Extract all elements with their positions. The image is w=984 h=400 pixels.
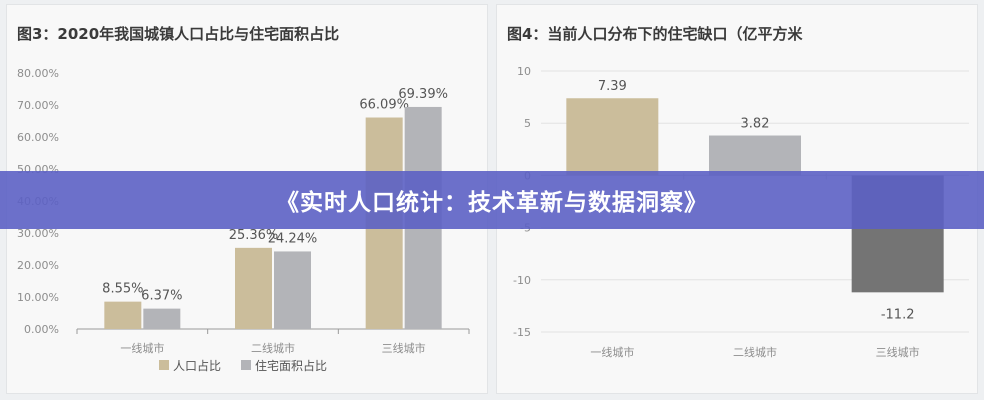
x-tick-label: 三线城市 <box>876 345 920 359</box>
legend-swatch <box>241 360 251 370</box>
y-tick-label: 20.00% <box>17 259 59 272</box>
bar-population-share <box>235 247 272 329</box>
bar-population-share <box>104 301 142 329</box>
y-tick-label: 10.00% <box>17 291 59 304</box>
legend-label: 住宅面积占比 <box>255 358 327 373</box>
y-tick-label: -10 <box>513 274 531 287</box>
data-label: 66.09% <box>359 98 409 113</box>
legend-swatch <box>159 360 169 370</box>
y-tick-label: 5 <box>524 117 531 130</box>
data-label: 24.24% <box>268 231 318 246</box>
bar-housing-share <box>274 251 311 329</box>
bar-housing-gap <box>709 135 801 176</box>
chart-3-title: 图3：2020年我国城镇人口占比与住宅面积占比 <box>17 25 340 43</box>
data-label: -11.2 <box>881 307 915 322</box>
x-tick-label: 一线城市 <box>590 345 634 359</box>
x-tick-label: 一线城市 <box>120 341 164 355</box>
data-label: 69.39% <box>398 87 448 102</box>
chart-4-title: 图4：当前人口分布下的住宅缺口（亿平方米 <box>507 25 803 43</box>
x-tick-label: 二线城市 <box>251 341 295 355</box>
legend-label: 人口占比 <box>173 358 221 373</box>
y-tick-label: 70.00% <box>17 99 59 112</box>
bar-housing-gap <box>566 98 659 176</box>
y-tick-label: 30.00% <box>17 227 59 240</box>
y-tick-label: 10 <box>517 65 531 78</box>
y-tick-label: 80.00% <box>17 67 59 80</box>
data-label: 8.55% <box>102 282 143 297</box>
x-tick-label: 二线城市 <box>733 345 777 359</box>
bar-housing-share <box>143 308 181 329</box>
title-banner: 《实时人口统计：技术革新与数据洞察》 <box>0 171 984 229</box>
data-label: 7.39 <box>598 79 627 94</box>
data-label: 3.82 <box>741 117 770 132</box>
data-label: 6.37% <box>141 289 182 304</box>
data-label: 25.36% <box>229 228 279 243</box>
y-tick-label: 60.00% <box>17 131 59 144</box>
y-tick-label: -15 <box>513 326 531 339</box>
x-tick-label: 三线城市 <box>382 341 426 355</box>
y-tick-label: 0.00% <box>24 323 59 336</box>
banner-title: 《实时人口统计：技术革新与数据洞察》 <box>276 190 708 216</box>
